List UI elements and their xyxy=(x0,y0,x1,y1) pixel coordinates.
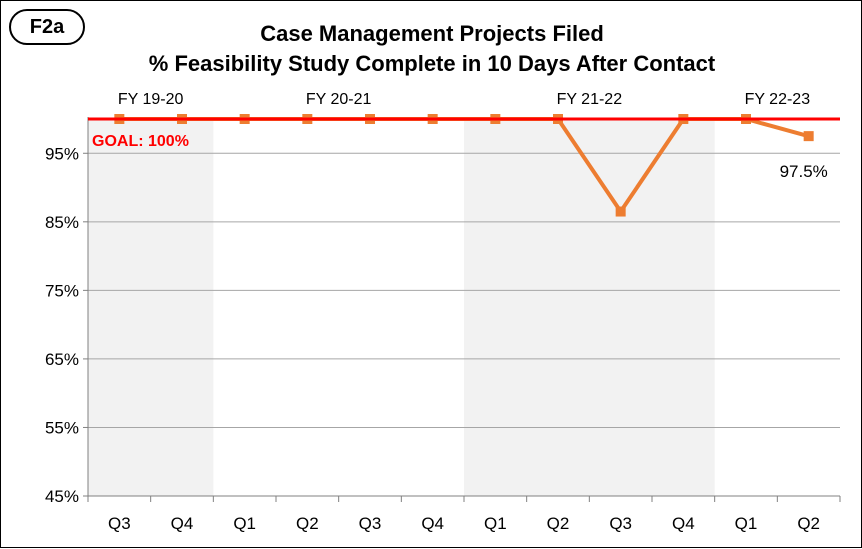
y-tick-label-3: 75% xyxy=(45,281,79,300)
data-point-11 xyxy=(803,131,814,142)
fiscal-year-label-3: FY 22-23 xyxy=(745,91,811,108)
x-tick-label-10: Q1 xyxy=(735,514,758,533)
fiscal-year-label-2: FY 21-22 xyxy=(557,91,623,108)
x-tick-label-8: Q3 xyxy=(609,514,632,533)
fiscal-year-label-1: FY 20-21 xyxy=(306,91,372,108)
fiscal-year-label-0: FY 19-20 xyxy=(118,91,184,108)
x-tick-label-6: Q1 xyxy=(484,514,507,533)
y-tick-label-2: 65% xyxy=(45,350,79,369)
fiscal-year-band-2 xyxy=(464,119,715,496)
y-tick-label-4: 85% xyxy=(45,213,79,232)
x-tick-label-11: Q2 xyxy=(797,514,820,533)
x-tick-label-0: Q3 xyxy=(108,514,131,533)
y-tick-label-5: 95% xyxy=(45,144,79,163)
x-tick-label-5: Q4 xyxy=(421,514,444,533)
data-point-8 xyxy=(615,206,626,217)
x-tick-label-3: Q2 xyxy=(296,514,319,533)
chart-title-line-2: % Feasibility Study Complete in 10 Days … xyxy=(148,51,716,76)
data-label-0: 97.5% xyxy=(780,162,828,181)
chart-title-line-1: Case Management Projects Filed xyxy=(260,21,604,46)
figure-badge: F2a xyxy=(9,9,85,45)
x-tick-label-1: Q4 xyxy=(171,514,194,533)
x-tick-label-4: Q3 xyxy=(359,514,382,533)
fiscal-year-band-0 xyxy=(88,119,214,496)
y-tick-label-1: 55% xyxy=(45,418,79,437)
y-tick-label-0: 45% xyxy=(45,487,79,506)
goal-label: GOAL: 100% xyxy=(92,133,189,150)
x-tick-label-2: Q1 xyxy=(233,514,256,533)
x-tick-label-7: Q2 xyxy=(547,514,570,533)
x-tick-label-9: Q4 xyxy=(672,514,695,533)
